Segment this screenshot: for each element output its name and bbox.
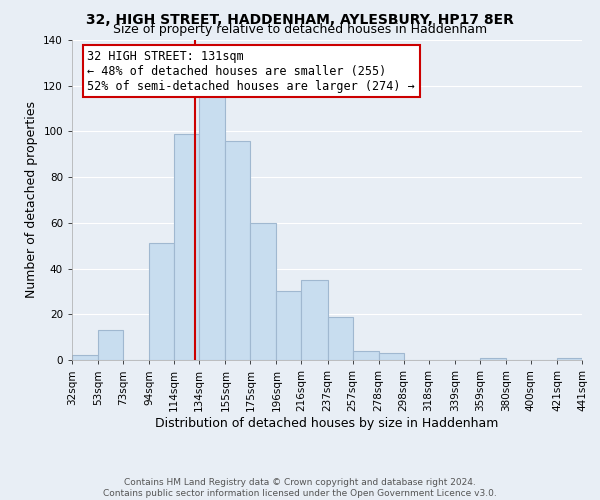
X-axis label: Distribution of detached houses by size in Haddenham: Distribution of detached houses by size … — [155, 416, 499, 430]
Bar — [301, 280, 328, 360]
Bar — [353, 351, 379, 360]
Bar — [277, 292, 301, 360]
Bar — [250, 223, 277, 360]
Bar — [226, 140, 250, 360]
Bar — [149, 244, 174, 360]
Bar — [480, 358, 506, 360]
Text: Contains HM Land Registry data © Crown copyright and database right 2024.
Contai: Contains HM Land Registry data © Crown c… — [103, 478, 497, 498]
Y-axis label: Number of detached properties: Number of detached properties — [25, 102, 38, 298]
Bar — [557, 358, 582, 360]
Bar — [72, 356, 98, 360]
Text: 32 HIGH STREET: 131sqm
← 48% of detached houses are smaller (255)
52% of semi-de: 32 HIGH STREET: 131sqm ← 48% of detached… — [88, 50, 415, 92]
Bar — [199, 95, 226, 360]
Bar — [174, 134, 199, 360]
Text: 32, HIGH STREET, HADDENHAM, AYLESBURY, HP17 8ER: 32, HIGH STREET, HADDENHAM, AYLESBURY, H… — [86, 12, 514, 26]
Text: Size of property relative to detached houses in Haddenham: Size of property relative to detached ho… — [113, 22, 487, 36]
Bar — [328, 316, 353, 360]
Bar — [98, 330, 123, 360]
Bar — [379, 353, 404, 360]
